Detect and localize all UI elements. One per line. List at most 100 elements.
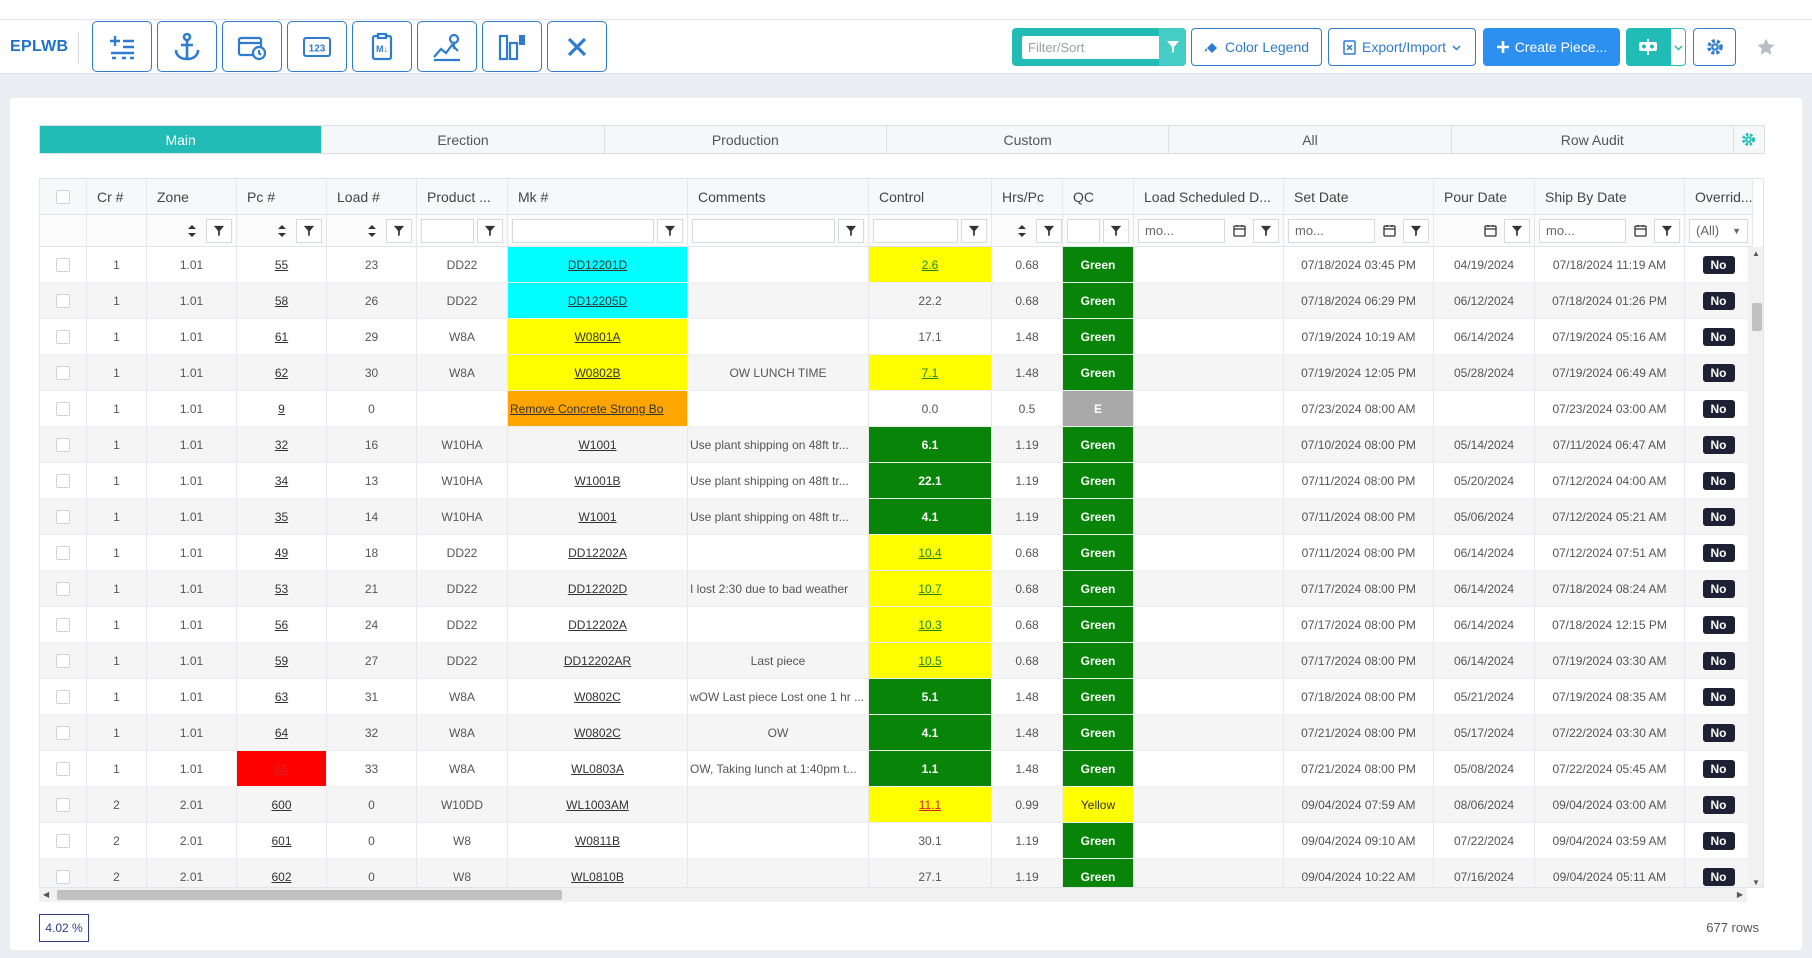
table-row[interactable]: 1 1.01 34 13 W10HA W1001B Use plant shipping o…	[40, 463, 1748, 499]
mark-link[interactable]: DD12202D	[567, 581, 628, 596]
tab-erection[interactable]: Erection	[322, 126, 605, 153]
sort-button[interactable]	[181, 219, 203, 243]
override-badge[interactable]: No	[1702, 363, 1735, 382]
text-filter-input[interactable]	[421, 218, 474, 243]
column-filter-button[interactable]	[838, 218, 864, 243]
override-badge[interactable]: No	[1702, 651, 1735, 670]
favorite-star-button[interactable]	[1753, 34, 1779, 60]
column-filter-button[interactable]	[961, 218, 987, 243]
control-link[interactable]: 2.6	[921, 257, 939, 272]
text-filter-input[interactable]	[1067, 218, 1100, 243]
settings-action-dropdown[interactable]	[1670, 28, 1686, 66]
mark-link[interactable]: WL0810B	[571, 869, 624, 884]
row-checkbox[interactable]	[56, 581, 70, 596]
calendar-button[interactable]	[1378, 219, 1400, 243]
tab-row-audit[interactable]: Row Audit	[1452, 126, 1734, 153]
piece-link[interactable]: 65	[274, 761, 289, 776]
mark-link[interactable]: WL0803A	[571, 761, 624, 776]
anchor-button[interactable]	[157, 21, 217, 72]
piece-link[interactable]: 62	[274, 365, 289, 380]
override-badge[interactable]: No	[1702, 867, 1735, 886]
override-badge[interactable]: No	[1702, 327, 1735, 346]
row-checkbox[interactable]	[56, 293, 70, 308]
mark-link[interactable]: DD12202A	[568, 617, 627, 632]
row-checkbox[interactable]	[56, 869, 70, 884]
row-checkbox[interactable]	[56, 401, 70, 416]
calendar-button[interactable]	[1629, 219, 1651, 243]
text-filter-input[interactable]	[873, 218, 958, 243]
override-badge[interactable]: No	[1702, 759, 1735, 778]
text-filter-input[interactable]	[151, 219, 178, 243]
column-filter-button[interactable]	[477, 218, 503, 243]
mark-link[interactable]: DD12202A	[568, 545, 627, 560]
piece-link[interactable]: 34	[274, 473, 289, 488]
override-badge[interactable]: No	[1702, 399, 1735, 418]
scroll-left-icon[interactable]: ◀	[43, 890, 50, 899]
tab-main[interactable]: Main	[40, 126, 323, 153]
table-row[interactable]: 1 1.01 35 14 W10HA W1001 Use plant shipping on…	[40, 499, 1748, 535]
layout-columns-button[interactable]	[482, 21, 542, 72]
column-filter-button[interactable]	[386, 218, 412, 243]
text-filter-input[interactable]	[996, 219, 1008, 243]
row-checkbox[interactable]	[56, 761, 70, 776]
override-badge[interactable]: No	[1702, 579, 1735, 598]
table-row[interactable]: 2 2.01 601 0 W8 W0811B 30.1 1.19 Green 09/04/2024…	[40, 823, 1748, 859]
vertical-scroll-thumb[interactable]	[1752, 303, 1762, 331]
piece-link[interactable]: 64	[274, 725, 289, 740]
piece-link[interactable]: 56	[274, 617, 289, 632]
sort-button[interactable]	[1011, 219, 1033, 243]
piece-link[interactable]: 35	[274, 509, 289, 524]
override-badge[interactable]: No	[1702, 795, 1735, 814]
override-filter-select[interactable]: (All) ▼	[1689, 218, 1748, 243]
piece-link[interactable]: 601	[271, 833, 292, 848]
column-header-qc[interactable]: QC	[1063, 179, 1134, 214]
column-header-load[interactable]: Load #	[327, 179, 417, 214]
row-checkbox[interactable]	[56, 617, 70, 632]
table-row[interactable]: 1 1.01 61 29 W8A W0801A 17.1 1.48 Green 07/19/202…	[40, 319, 1748, 355]
row-checkbox[interactable]	[56, 329, 70, 344]
mark-link[interactable]: W0811B	[574, 833, 621, 848]
override-badge[interactable]: No	[1702, 291, 1735, 310]
column-filter-button[interactable]	[296, 218, 322, 243]
horizontal-scrollbar[interactable]: ◀ ▶	[39, 888, 1747, 902]
table-row[interactable]: 1 1.01 62 30 W8A W0802B OW LUNCH TIME 7.1 1.48 Gr…	[40, 355, 1748, 391]
mark-link[interactable]: W0802C	[574, 689, 621, 704]
row-checkbox[interactable]	[56, 257, 70, 272]
table-row[interactable]: 1 1.01 64 32 W8A W0802C OW 4.1 1.48 Green 07/21/20…	[40, 715, 1748, 751]
create-piece-button[interactable]: Create Piece...	[1483, 28, 1620, 66]
column-header-select[interactable]	[40, 179, 87, 214]
column-filter-button[interactable]	[657, 218, 683, 243]
mark-link[interactable]: W1001B	[574, 473, 621, 488]
text-filter-input[interactable]	[692, 218, 835, 243]
row-checkbox[interactable]	[56, 545, 70, 560]
column-header-comments[interactable]: Comments	[688, 179, 869, 214]
select-all-checkbox[interactable]	[56, 189, 70, 204]
mark-link[interactable]: DD12205D	[567, 293, 628, 308]
export-import-button[interactable]: Export/Import	[1328, 28, 1476, 66]
text-filter-input[interactable]	[512, 218, 654, 243]
control-link[interactable]: 10.5	[918, 653, 942, 668]
close-button[interactable]	[547, 21, 607, 72]
tab-custom[interactable]: Custom	[887, 126, 1170, 153]
tab-production[interactable]: Production	[605, 126, 887, 153]
control-link[interactable]: 10.7	[918, 581, 942, 596]
table-row[interactable]: 1 1.01 56 24 DD22 DD12202A 10.3 0.68 Green 07/17/…	[40, 607, 1748, 643]
table-row[interactable]: 1 1.01 58 26 DD22 DD12205D 22.2 0.68 Green 07/18/…	[40, 283, 1748, 319]
table-row[interactable]: 1 1.01 55 23 DD22 DD12201D 2.6 0.68 Green 07/18/2…	[40, 247, 1748, 283]
row-checkbox[interactable]	[56, 653, 70, 668]
column-filter-button[interactable]	[1654, 218, 1680, 243]
mark-link[interactable]: Remove Concrete Strong Bo	[510, 401, 664, 416]
override-badge[interactable]: No	[1702, 831, 1735, 850]
piece-link[interactable]: 49	[274, 545, 289, 560]
column-header-ship_by[interactable]: Ship By Date	[1535, 179, 1685, 214]
override-badge[interactable]: No	[1702, 435, 1735, 454]
vertical-scrollbar[interactable]: ▲ ▼	[1748, 247, 1763, 887]
filter-apply-button[interactable]	[1159, 28, 1186, 66]
control-link[interactable]: 10.3	[918, 617, 942, 632]
override-badge[interactable]: No	[1702, 687, 1735, 706]
calendar-button[interactable]	[1228, 219, 1250, 243]
toolbar-settings-button[interactable]	[1693, 28, 1736, 66]
add-row-button[interactable]	[92, 21, 152, 72]
column-header-product[interactable]: Product ...	[417, 179, 508, 214]
filter-sort-input[interactable]	[1022, 36, 1162, 59]
